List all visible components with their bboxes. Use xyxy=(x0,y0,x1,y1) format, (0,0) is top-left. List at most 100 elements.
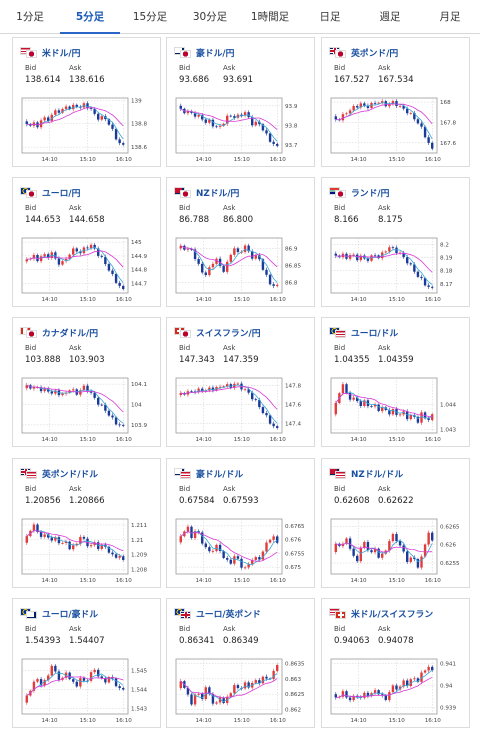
pair-name[interactable]: 豪ドル/円 xyxy=(196,48,235,59)
pair-name[interactable]: スイスフラン/円 xyxy=(196,328,261,339)
price-chart[interactable]: 8.2 8.19 8.18 8.17 14:10 15:10 16:10 xyxy=(322,230,471,306)
price-chart[interactable]: 139 138.8 138.6 14:10 15:10 16:10 xyxy=(13,90,162,166)
candle-down xyxy=(334,253,337,256)
currency-card[interactable]: ランド/円 Bid Ask 8.166 8.175 8.2 8.19 8.18 8.17 14:1… xyxy=(321,177,470,307)
pair-name[interactable]: 米ドル/円 xyxy=(42,48,81,59)
card-title[interactable]: ユーロ/円 xyxy=(20,186,81,199)
pair-name[interactable]: 英ポンド/円 xyxy=(351,48,399,59)
currency-card[interactable]: NZドル/円 Bid Ask 86.788 86.800 86.9 86.85 86.8 14:… xyxy=(166,177,315,307)
price-chart[interactable]: 0.941 0.94 0.939 14:10 15:10 16:10 xyxy=(322,651,471,727)
card-title[interactable]: ユーロ/英ポンド xyxy=(174,607,261,620)
card-title[interactable]: ユーロ/ドル xyxy=(329,326,399,339)
card-title[interactable]: 豪ドル/円 xyxy=(174,46,235,59)
currency-card[interactable]: カナダドル/円 Bid Ask 103.888 103.903 104.1 104 103.9… xyxy=(12,317,161,447)
gb-jp-flag xyxy=(329,46,346,58)
currency-card[interactable]: スイスフラン/円 Bid Ask 147.343 147.359 147.8 147.6 14… xyxy=(166,317,315,447)
card-title[interactable]: 英ポンド/円 xyxy=(329,46,399,59)
card-title[interactable]: NZドル/ドル xyxy=(329,467,404,480)
card-title[interactable]: スイスフラン/円 xyxy=(174,326,261,339)
card-title[interactable]: NZドル/円 xyxy=(174,186,240,199)
candle-down xyxy=(373,255,377,257)
bid-label: Bid xyxy=(25,204,37,212)
pair-name[interactable]: ランド/円 xyxy=(351,188,390,199)
price-chart[interactable]: 145 144.9 144.8 144.7 14:10 15:10 16:10 xyxy=(13,230,162,306)
ask-value: 138.616 xyxy=(69,75,105,85)
candle-down xyxy=(86,247,89,249)
tab-3[interactable]: 15分足 xyxy=(132,11,168,23)
price-chart[interactable]: 0.8635 0.863 0.8625 0.862 14:10 15:10 16:10 xyxy=(167,651,316,727)
price-chart[interactable]: 168 167.8 167.6 14:10 15:10 16:10 xyxy=(322,90,471,166)
candle-up xyxy=(79,678,82,687)
pair-name[interactable]: 米ドル/スイスフラン xyxy=(351,609,434,620)
candle-down xyxy=(423,278,427,286)
candle-down xyxy=(93,392,96,398)
currency-card[interactable]: 豪ドル/円 Bid Ask 93.686 93.691 93.9 93.8 93.7 14:10… xyxy=(166,37,315,167)
card-title[interactable]: 米ドル/円 xyxy=(20,46,81,59)
price-chart[interactable]: 104.1 104 103.9 14:10 15:10 16:10 xyxy=(13,370,162,446)
currency-card[interactable]: ユーロ/ドル Bid Ask 1.04355 1.04359 1.044 1.043 14:1… xyxy=(321,317,470,447)
card-title[interactable]: ユーロ/豪ドル xyxy=(20,607,98,620)
pair-name[interactable]: カナダドル/円 xyxy=(42,328,98,339)
plot-area xyxy=(175,658,283,715)
x-tick-label: 15:10 xyxy=(389,718,406,724)
candle-down xyxy=(111,270,114,274)
pair-name[interactable]: ユーロ/ドル xyxy=(351,328,399,339)
tab-8[interactable]: 月足 xyxy=(439,11,461,23)
currency-card[interactable]: ユーロ/英ポンド Bid Ask 0.86341 0.86349 0.8635 0.863 0… xyxy=(166,598,315,728)
candle-up xyxy=(427,532,430,545)
pair-name[interactable]: ユーロ/英ポンド xyxy=(196,609,261,620)
y-tick-label: 93.8 xyxy=(285,124,298,130)
tab-1[interactable]: 1分足 xyxy=(16,11,44,23)
pair-name[interactable]: 英ポンド/ドル xyxy=(42,469,98,480)
y-tick-label: 145 xyxy=(131,240,142,246)
price-chart[interactable]: 147.8 147.6 147.4 14:10 15:10 16:10 xyxy=(167,370,316,446)
card-title[interactable]: カナダドル/円 xyxy=(20,326,98,339)
candle-down xyxy=(197,259,200,264)
ma-long-line xyxy=(180,108,278,130)
currency-card[interactable]: 米ドル/スイスフラン Bid Ask 0.94063 0.94078 0.941 0.94 0… xyxy=(321,598,470,728)
pair-name[interactable]: ユーロ/円 xyxy=(42,188,81,199)
y-tick-label: 168 xyxy=(440,100,451,106)
candle-down xyxy=(395,534,398,542)
price-chart[interactable]: 0.6265 0.626 0.6255 14:10 15:10 16:10 xyxy=(322,511,471,587)
card-title[interactable]: 英ポンド/ドル xyxy=(20,467,98,480)
tab-6[interactable]: 日足 xyxy=(319,11,341,23)
currency-card[interactable]: 豪ドル/ドル Bid Ask 0.67584 0.67593 0.6765 0.676 0.6… xyxy=(166,458,315,588)
tab-7[interactable]: 週足 xyxy=(379,11,401,23)
card-title[interactable]: 米ドル/スイスフラン xyxy=(329,607,434,620)
candle-down xyxy=(97,397,100,405)
currency-card[interactable]: ユーロ/円 Bid Ask 144.653 144.658 145 144.9 144.8 14… xyxy=(12,177,161,307)
price-chart[interactable]: 86.9 86.85 86.8 14:10 15:10 16:10 xyxy=(167,230,316,306)
currency-card[interactable]: 英ポンド/円 Bid Ask 167.527 167.534 168 167.8 167.6 1… xyxy=(321,37,470,167)
candle-down xyxy=(118,282,121,286)
candle-up xyxy=(341,384,345,394)
pair-name[interactable]: 豪ドル/ドル xyxy=(196,469,244,480)
tab-4[interactable]: 30分足 xyxy=(192,11,228,23)
currency-card[interactable]: 英ポンド/ドル Bid Ask 1.20856 1.20866 1.211 1.21 1.20… xyxy=(12,458,161,588)
currency-card[interactable]: 米ドル/円 Bid Ask 138.614 138.616 139 138.8 138.6 14… xyxy=(12,37,161,167)
y-tick-label: 86.9 xyxy=(285,246,298,252)
currency-card[interactable]: ユーロ/豪ドル Bid Ask 1.54393 1.54407 1.545 1.544 1.5… xyxy=(12,598,161,728)
pair-name[interactable]: ユーロ/豪ドル xyxy=(42,609,98,620)
candle-up xyxy=(352,397,355,400)
pair-name[interactable]: NZドル/ドル xyxy=(351,469,404,480)
card-title[interactable]: ランド/円 xyxy=(329,186,390,199)
card-title[interactable]: 豪ドル/ドル xyxy=(174,467,244,480)
candle-up xyxy=(409,557,412,562)
price-chart[interactable]: 93.9 93.8 93.7 14:10 15:10 16:10 xyxy=(167,90,316,166)
tab-5[interactable]: 1時間足 xyxy=(250,11,290,23)
candle-up xyxy=(391,685,395,693)
price-chart[interactable]: 1.211 1.21 1.209 1.208 14:10 15:10 16:10 xyxy=(13,511,162,587)
candle-down xyxy=(352,548,355,556)
candle-up xyxy=(72,248,75,255)
tab-2[interactable]: 5分足 xyxy=(60,0,120,34)
price-chart[interactable]: 0.6765 0.676 0.6755 0.675 14:10 15:10 16:10 xyxy=(167,511,316,587)
price-chart[interactable]: 1.044 1.043 14:10 15:10 16:10 xyxy=(322,370,471,446)
pair-name[interactable]: NZドル/円 xyxy=(196,188,240,199)
candle-up xyxy=(25,536,28,543)
x-tick-label: 14:10 xyxy=(41,437,58,443)
currency-card[interactable]: NZドル/ドル Bid Ask 0.62608 0.62622 0.6265 0.626 0.… xyxy=(321,458,470,588)
ma-long-line xyxy=(335,542,433,553)
candle-down xyxy=(111,552,114,555)
price-chart[interactable]: 1.545 1.544 1.543 14:10 15:10 16:10 xyxy=(13,651,162,727)
